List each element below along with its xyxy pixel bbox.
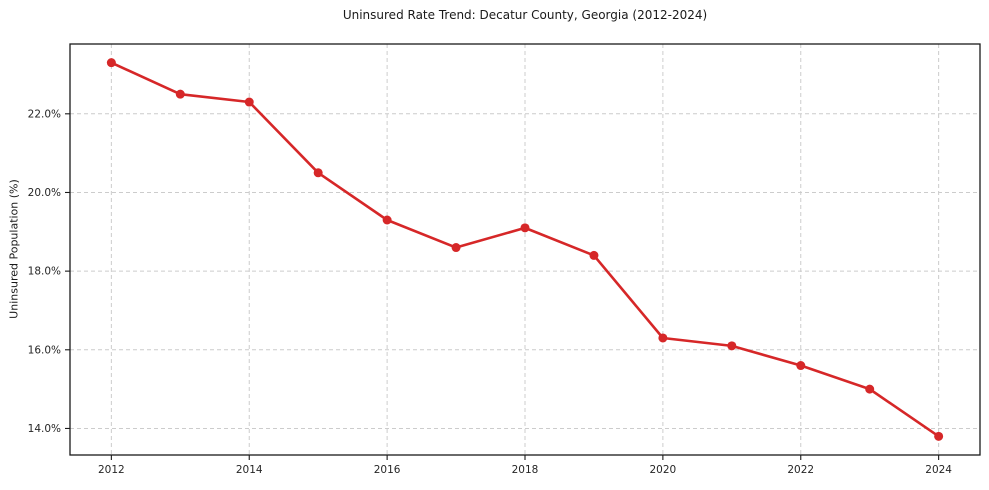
y-tick-label: 14.0% xyxy=(28,423,61,435)
data-point xyxy=(658,333,668,343)
y-tick-label: 20.0% xyxy=(28,187,61,199)
x-tick-label: 2012 xyxy=(98,464,125,476)
x-tick-label: 2020 xyxy=(650,464,677,476)
data-point xyxy=(451,243,461,253)
x-tick-label: 2024 xyxy=(925,464,952,476)
data-point xyxy=(520,223,530,233)
data-point xyxy=(727,341,737,351)
y-tick-label: 16.0% xyxy=(28,344,61,356)
data-point xyxy=(313,168,323,178)
data-point xyxy=(589,250,599,260)
y-tick-label: 22.0% xyxy=(28,108,61,120)
x-tick-label: 2016 xyxy=(374,464,401,476)
x-tick-label: 2022 xyxy=(787,464,814,476)
y-tick-label: 18.0% xyxy=(28,266,61,278)
data-point xyxy=(244,97,254,107)
data-point xyxy=(865,384,875,394)
data-point xyxy=(796,361,806,371)
data-point xyxy=(175,89,185,99)
x-tick-label: 2018 xyxy=(512,464,539,476)
x-tick-label: 2014 xyxy=(236,464,263,476)
data-point xyxy=(106,58,116,68)
chart-title: Uninsured Rate Trend: Decatur County, Ge… xyxy=(342,8,708,22)
data-point xyxy=(934,431,944,441)
data-point xyxy=(382,215,392,225)
